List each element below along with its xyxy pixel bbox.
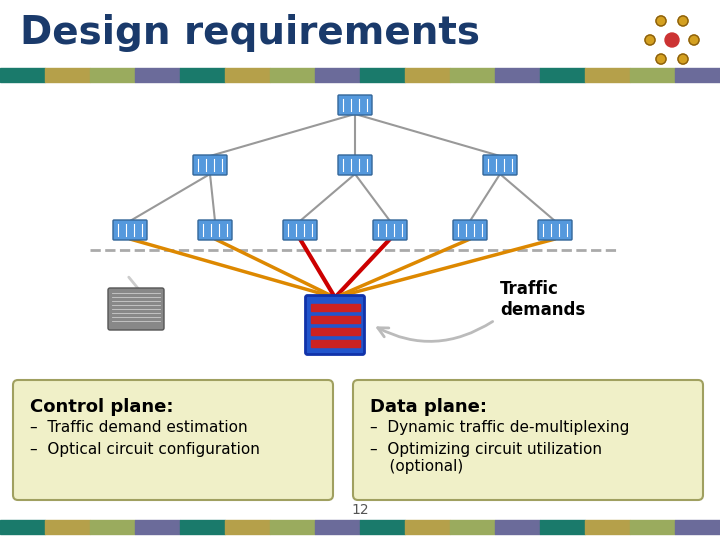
Bar (45, 68, 90, 82)
Bar (90, 520, 135, 534)
FancyBboxPatch shape (373, 220, 407, 240)
Bar (270, 520, 315, 534)
Bar (180, 68, 225, 82)
Bar (495, 68, 540, 82)
Bar (310, 315, 359, 322)
Bar (585, 520, 630, 534)
FancyArrowPatch shape (378, 321, 492, 341)
FancyBboxPatch shape (353, 380, 703, 500)
FancyArrowPatch shape (129, 277, 146, 299)
FancyBboxPatch shape (453, 220, 487, 240)
Text: –  Dynamic traffic de-multiplexing: – Dynamic traffic de-multiplexing (370, 420, 629, 435)
Bar (225, 68, 270, 82)
Bar (315, 520, 360, 534)
Text: –  Optimizing circuit utilization
    (optional): – Optimizing circuit utilization (option… (370, 442, 602, 475)
Bar (135, 520, 180, 534)
FancyBboxPatch shape (483, 155, 517, 175)
Bar (540, 68, 585, 82)
Text: 12: 12 (351, 503, 369, 517)
Text: Traffic
demands: Traffic demands (500, 280, 585, 319)
Bar (0, 520, 45, 534)
Bar (675, 68, 720, 82)
Bar (0, 68, 45, 82)
Circle shape (656, 54, 666, 64)
Bar (310, 340, 359, 347)
Bar (310, 303, 359, 310)
FancyBboxPatch shape (113, 220, 147, 240)
Bar (405, 520, 450, 534)
Text: Data plane:: Data plane: (370, 398, 487, 416)
Bar (585, 68, 630, 82)
Bar (270, 68, 315, 82)
Bar (495, 520, 540, 534)
Circle shape (678, 16, 688, 26)
Circle shape (678, 54, 688, 64)
FancyBboxPatch shape (338, 95, 372, 115)
Text: –  Optical circuit configuration: – Optical circuit configuration (30, 442, 260, 457)
Bar (135, 68, 180, 82)
Bar (360, 68, 405, 82)
Bar (540, 520, 585, 534)
Bar (225, 520, 270, 534)
Bar (450, 68, 495, 82)
Bar (450, 520, 495, 534)
Circle shape (689, 35, 699, 45)
FancyBboxPatch shape (305, 295, 364, 354)
FancyBboxPatch shape (338, 155, 372, 175)
Circle shape (656, 16, 666, 26)
Bar (405, 68, 450, 82)
Bar (675, 520, 720, 534)
FancyBboxPatch shape (538, 220, 572, 240)
Bar (360, 520, 405, 534)
FancyBboxPatch shape (108, 288, 164, 330)
Text: –  Traffic demand estimation: – Traffic demand estimation (30, 420, 248, 435)
Circle shape (665, 33, 679, 47)
Text: Control plane:: Control plane: (30, 398, 174, 416)
Bar (180, 520, 225, 534)
FancyBboxPatch shape (198, 220, 232, 240)
Bar (90, 68, 135, 82)
FancyBboxPatch shape (193, 155, 227, 175)
Bar (45, 520, 90, 534)
Text: Design requirements: Design requirements (20, 14, 480, 52)
Bar (630, 520, 675, 534)
Bar (630, 68, 675, 82)
FancyBboxPatch shape (283, 220, 317, 240)
Bar (310, 327, 359, 334)
Bar (315, 68, 360, 82)
FancyBboxPatch shape (13, 380, 333, 500)
Circle shape (645, 35, 655, 45)
